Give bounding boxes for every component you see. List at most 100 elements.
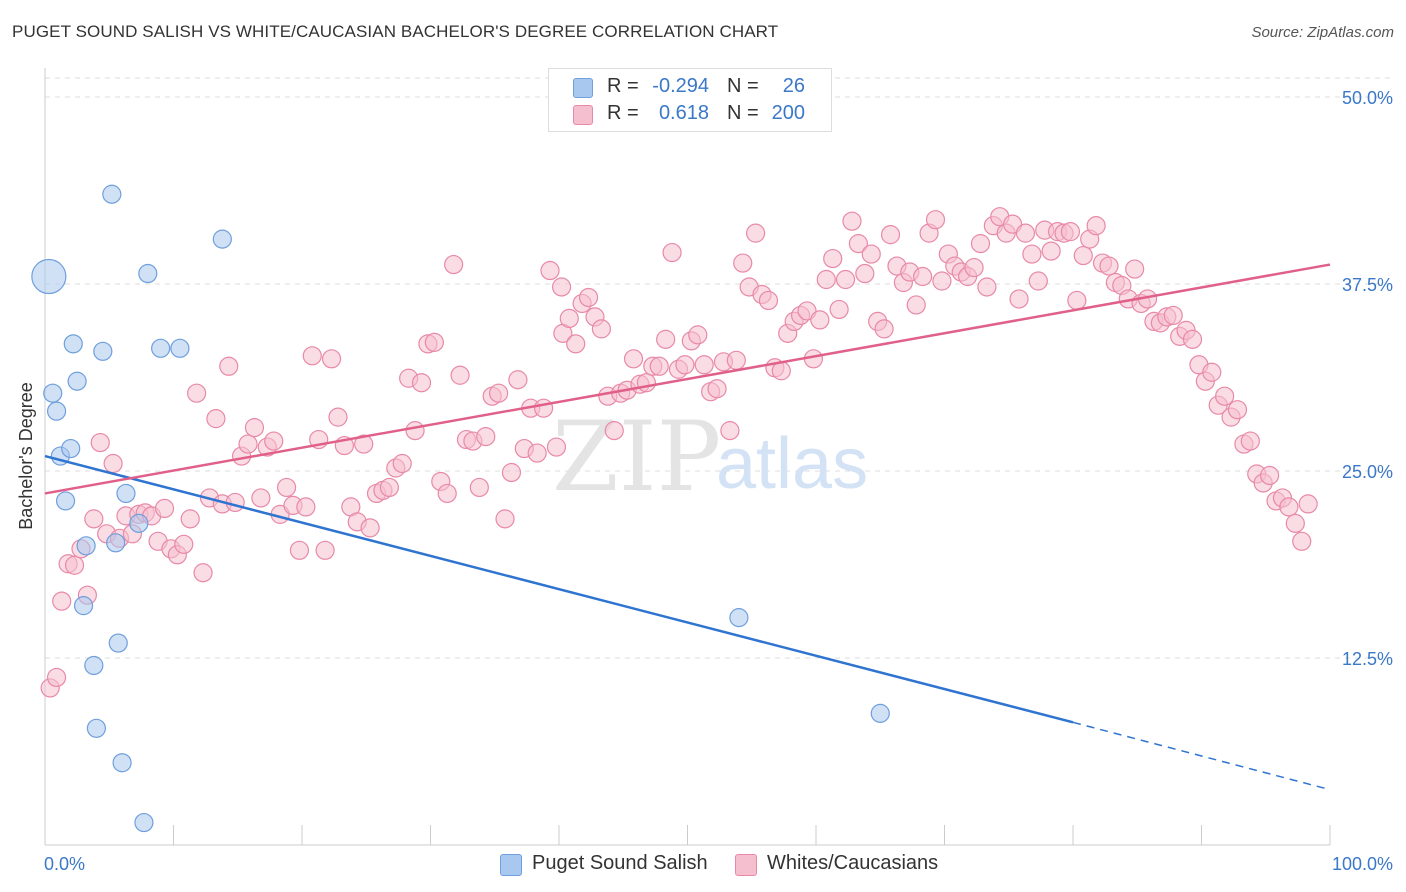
whites-point bbox=[551, 277, 572, 297]
whites-point bbox=[1215, 386, 1235, 406]
salish-point bbox=[729, 608, 749, 628]
whites-point bbox=[1015, 223, 1036, 243]
whites-point bbox=[238, 434, 258, 454]
whites-point bbox=[180, 509, 200, 529]
whites-point bbox=[527, 443, 547, 463]
legend-n-label: N = bbox=[727, 75, 759, 97]
whites-point bbox=[187, 383, 207, 403]
salish-point bbox=[134, 812, 154, 833]
whites-point bbox=[84, 509, 104, 529]
whites-point bbox=[264, 431, 284, 451]
whites-point bbox=[835, 269, 856, 290]
whites-point bbox=[726, 350, 746, 370]
whites-point bbox=[688, 325, 708, 345]
salish-trend-extension bbox=[1072, 721, 1331, 791]
whites-point bbox=[848, 234, 869, 254]
whites-point bbox=[1298, 494, 1318, 514]
y-tick-label: 25.0% bbox=[1342, 462, 1393, 482]
whites-point bbox=[977, 277, 997, 297]
legend-n-label: N = bbox=[727, 102, 759, 124]
whites-point bbox=[861, 244, 881, 264]
salish-point bbox=[31, 258, 67, 295]
whites-point bbox=[566, 334, 586, 354]
legend-swatch-salish bbox=[573, 78, 593, 98]
whites-point bbox=[816, 269, 836, 290]
whites-point bbox=[540, 260, 560, 281]
source-label: Source: ZipAtlas.com bbox=[1251, 24, 1394, 41]
whites-point bbox=[193, 563, 213, 583]
whites-point bbox=[315, 540, 335, 560]
whites-point bbox=[591, 319, 612, 339]
salish-point bbox=[73, 596, 94, 616]
whites-point bbox=[964, 257, 984, 278]
watermark-atlas: atlas bbox=[716, 424, 868, 504]
whites-point bbox=[174, 534, 194, 554]
x-tick-labels: 0.0% 100.0% bbox=[44, 854, 1393, 874]
watermark: ZIP atlas bbox=[552, 401, 868, 513]
x-ticks bbox=[44, 825, 1331, 845]
whites-point bbox=[392, 453, 412, 474]
whites-point bbox=[64, 555, 85, 575]
legend-r-value: -0.294 bbox=[652, 75, 709, 97]
puget-sound-salish-points bbox=[31, 184, 890, 833]
y-tick-label: 50.0% bbox=[1342, 88, 1393, 108]
salish-point bbox=[170, 338, 190, 358]
whites-point bbox=[559, 308, 579, 329]
whites-point bbox=[276, 477, 297, 498]
whites-point bbox=[970, 234, 991, 254]
salish-point bbox=[76, 536, 96, 556]
whites-point bbox=[1292, 531, 1312, 551]
whites-point bbox=[1227, 400, 1248, 420]
whites-point bbox=[829, 299, 849, 320]
whites-point bbox=[489, 383, 509, 403]
whites-point bbox=[46, 667, 67, 688]
whites-point bbox=[746, 223, 766, 243]
y-tick-label: 12.5% bbox=[1342, 649, 1393, 669]
whites-point bbox=[1022, 244, 1042, 264]
whites-point bbox=[411, 373, 432, 393]
whites-point bbox=[810, 310, 830, 330]
whites-point bbox=[321, 349, 342, 369]
legend-r-label: R = bbox=[607, 75, 639, 97]
salish-point bbox=[106, 533, 126, 553]
whites-point bbox=[476, 426, 496, 447]
legend-swatch-whites bbox=[573, 105, 593, 125]
y-axis-label: Bachelor's Degree bbox=[16, 382, 36, 530]
whites-point bbox=[880, 225, 901, 245]
salish-point bbox=[63, 334, 83, 354]
series-swatch-salish bbox=[500, 854, 522, 876]
salish-point bbox=[46, 401, 67, 421]
whites-point bbox=[289, 540, 310, 560]
chart-title: PUGET SOUND SALISH VS WHITE/CAUCASIAN BA… bbox=[12, 22, 779, 41]
trend-lines bbox=[44, 263, 1331, 791]
salish-point bbox=[55, 491, 76, 511]
whites-point bbox=[302, 346, 322, 366]
whites-point bbox=[1009, 289, 1029, 309]
whites-point bbox=[354, 434, 374, 454]
whites-point bbox=[1086, 216, 1106, 236]
salish-point bbox=[151, 338, 171, 358]
whites-point bbox=[1285, 513, 1305, 533]
whites-point bbox=[405, 421, 425, 441]
whites-point bbox=[636, 373, 656, 393]
salish-point bbox=[93, 341, 113, 361]
whites-point bbox=[656, 329, 676, 349]
whites-point bbox=[444, 254, 464, 275]
whites-trend-line bbox=[44, 263, 1331, 495]
salish-point bbox=[61, 438, 81, 459]
whites-point bbox=[1240, 431, 1260, 451]
whites-point bbox=[1202, 362, 1222, 382]
x-tick-label-max: 100.0% bbox=[1332, 854, 1393, 874]
whites-point bbox=[649, 356, 669, 376]
whites-point bbox=[758, 290, 779, 311]
salish-point bbox=[212, 229, 232, 249]
whites-point bbox=[328, 407, 348, 427]
whites-point bbox=[1060, 222, 1081, 242]
whites-point bbox=[855, 263, 875, 284]
legend-r-label: R = bbox=[607, 102, 639, 124]
salish-point bbox=[138, 263, 158, 284]
legend-n-value: 200 bbox=[771, 102, 805, 124]
correlation-legend: R = -0.294 N = 26 R = 0.618 N = 200 bbox=[548, 68, 832, 132]
whites-point bbox=[675, 355, 695, 375]
